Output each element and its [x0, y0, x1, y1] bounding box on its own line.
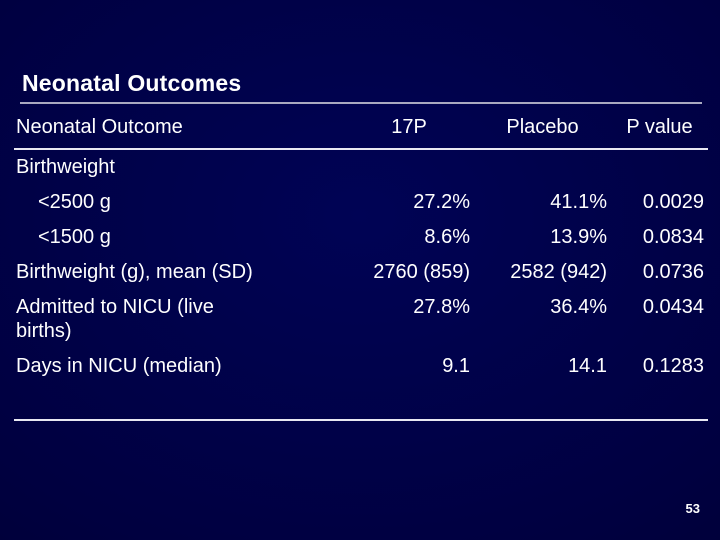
table-row: <1500 g 8.6% 13.9% 0.0834: [14, 220, 708, 255]
title-rule: [20, 102, 702, 104]
cell-17p: 2760 (859): [373, 261, 470, 283]
table-row: Admitted to NICU (live births) 27.8% 36.…: [14, 290, 708, 349]
row-label: Days in NICU (median): [16, 355, 222, 377]
row-label: Birthweight (g), mean (SD): [16, 261, 253, 283]
table-row: Days in NICU (median) 9.1 14.1 0.1283: [14, 349, 708, 384]
row-label: <1500 g: [38, 226, 111, 248]
table-row: Birthweight (g), mean (SD) 2760 (859) 25…: [14, 255, 708, 290]
cell-pvalue: 0.0736: [642, 261, 704, 283]
cell-pvalue: 0.0434: [642, 296, 704, 318]
cell-pvalue: 0.0029: [642, 191, 704, 213]
cell-17p: [344, 149, 474, 185]
cell-placebo: 14.1: [568, 355, 607, 377]
cell-pvalue: 0.0834: [642, 226, 704, 248]
page-title: Neonatal Outcomes: [22, 70, 242, 96]
column-header-placebo: Placebo: [474, 110, 611, 150]
cell-placebo: 41.1%: [550, 191, 607, 213]
column-header-17p: 17P: [344, 110, 474, 150]
row-label: Admitted to NICU (live births): [16, 296, 214, 342]
cell-17p: 27.2%: [413, 191, 470, 213]
slide-page-number: 53: [685, 501, 700, 516]
cell-17p: 27.8%: [413, 296, 470, 318]
row-label: Birthweight: [16, 156, 115, 178]
table-row: <2500 g 27.2% 41.1% 0.0029: [14, 185, 708, 220]
neonatal-outcomes-table: Neonatal Outcome 17P Placebo P value Bir…: [14, 110, 708, 384]
row-label: <2500 g: [38, 191, 111, 213]
column-header-pvalue: P value: [611, 110, 708, 150]
cell-placebo: 36.4%: [550, 296, 607, 318]
cell-placebo: [474, 149, 611, 185]
cell-17p: 9.1: [442, 355, 470, 377]
cell-placebo: 2582 (942): [510, 261, 607, 283]
column-header-outcome: Neonatal Outcome: [14, 110, 344, 150]
table-header-row: Neonatal Outcome 17P Placebo P value: [14, 110, 708, 150]
cell-placebo: 13.9%: [550, 226, 607, 248]
table-row: Birthweight: [14, 149, 708, 185]
cell-17p: 8.6%: [424, 226, 470, 248]
cell-pvalue: [611, 149, 708, 185]
cell-pvalue: 0.1283: [642, 355, 704, 377]
table-bottom-rule: [14, 419, 708, 421]
